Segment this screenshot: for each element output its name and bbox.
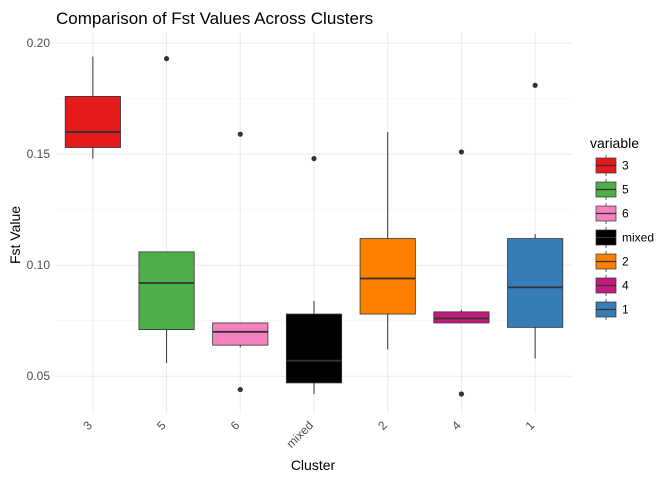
legend: variable 3 5 6 mixed 2 4 1 — [590, 135, 654, 320]
box-body — [285, 313, 343, 384]
y-tick-label: 0.05 — [27, 369, 51, 383]
y-tick-label: 0.15 — [27, 147, 51, 161]
legend-title: variable — [590, 135, 639, 151]
outlier-point — [458, 149, 465, 155]
x-axis-ticks: 3 5 6 mixed 2 4 1 — [80, 418, 537, 451]
legend-item: 3 — [595, 155, 629, 176]
legend-label: 2 — [622, 255, 629, 269]
legend-item: 1 — [595, 299, 629, 320]
y-tick-label: 0.10 — [27, 258, 51, 272]
x-tick-label: 3 — [80, 418, 95, 433]
x-axis-title: Cluster — [291, 457, 336, 473]
outlier-point — [237, 386, 243, 393]
box-mixed — [285, 155, 343, 395]
box-body — [138, 251, 195, 331]
box-2 — [359, 131, 416, 350]
legend-label: mixed — [622, 231, 654, 245]
box-4 — [433, 149, 490, 397]
x-tick-label: 5 — [154, 418, 169, 433]
legend-label: 6 — [622, 207, 629, 221]
legend-item: 4 — [595, 275, 629, 296]
outlier-point — [163, 56, 170, 62]
outlier-point — [458, 391, 465, 397]
outlier-point — [237, 131, 243, 137]
x-tick-label: 6 — [228, 418, 243, 433]
box-body — [433, 311, 490, 324]
legend-label: 1 — [622, 303, 629, 317]
x-tick-label: 4 — [449, 418, 464, 433]
legend-item: mixed — [595, 227, 654, 248]
x-tick-label: mixed — [284, 418, 317, 451]
box-3 — [64, 56, 121, 159]
x-tick-label: 2 — [375, 418, 390, 433]
box-body — [212, 322, 269, 346]
x-tick-label: 1 — [523, 418, 538, 433]
box-1 — [507, 82, 564, 359]
outlier-point — [532, 82, 538, 88]
legend-item: 2 — [595, 251, 629, 272]
box-6 — [212, 131, 269, 393]
legend-label: 4 — [622, 279, 629, 293]
legend-item: 6 — [595, 203, 629, 224]
box-body — [359, 238, 416, 315]
y-axis-ticks: 0.05 0.10 0.15 0.20 — [27, 36, 51, 383]
legend-label: 3 — [622, 159, 629, 173]
box-body — [507, 238, 564, 328]
outlier-point — [311, 155, 317, 162]
y-axis-title: Fst Value — [7, 206, 23, 264]
box-5 — [138, 56, 195, 363]
y-tick-label: 0.20 — [27, 36, 51, 50]
boxes — [64, 56, 564, 397]
legend-label: 5 — [622, 183, 629, 197]
box-body — [64, 96, 121, 148]
legend-item: 5 — [595, 179, 629, 200]
chart-title: Comparison of Fst Values Across Clusters — [56, 9, 373, 28]
